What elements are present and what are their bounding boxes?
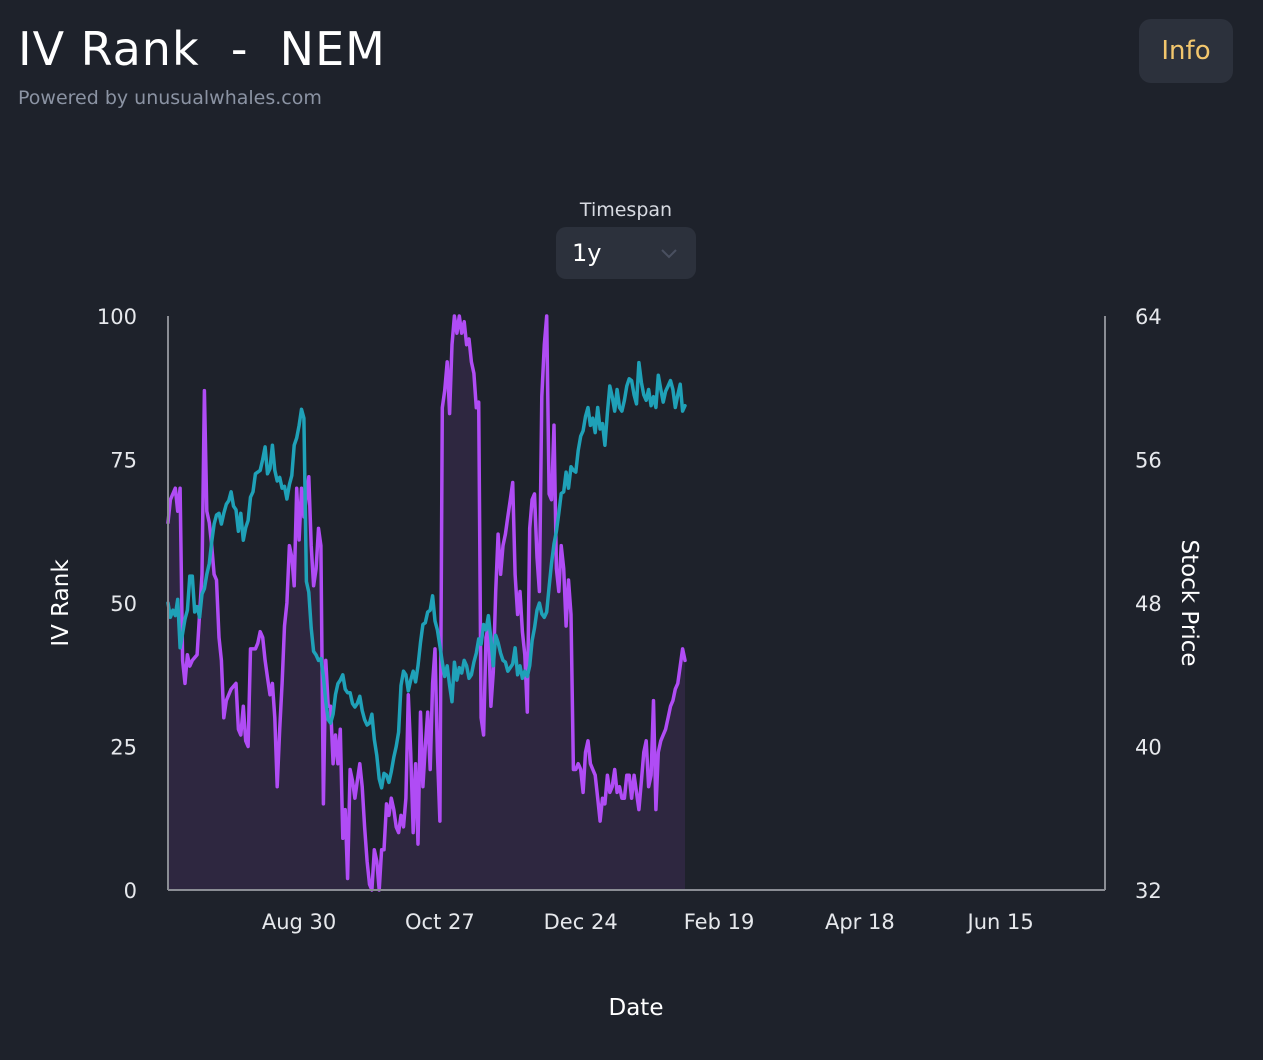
- y2-tick-label: 32: [1135, 879, 1162, 903]
- y-tick-label: 50: [110, 592, 137, 616]
- timespan-select[interactable]: 1y: [556, 227, 696, 279]
- x-tick-label: Jun 15: [966, 910, 1034, 934]
- stock-price-line: [166, 360, 687, 790]
- y-tick-label: 100: [97, 305, 137, 329]
- y2-tick-label: 48: [1135, 592, 1162, 616]
- info-button[interactable]: Info: [1139, 19, 1233, 83]
- plot-area: [166, 314, 687, 892]
- x-tick-label: Dec 24: [544, 910, 618, 934]
- chevron-down-icon: [660, 245, 678, 264]
- x-tick-label: Aug 30: [262, 910, 336, 934]
- y2-axis-title: Stock Price: [1176, 539, 1202, 666]
- y-tick-label: 75: [110, 449, 137, 473]
- y2-tick-label: 56: [1135, 449, 1162, 473]
- page-subtitle: Powered by unusualwhales.com: [18, 87, 322, 109]
- x-tick-label: Oct 27: [405, 910, 475, 934]
- timespan-value: 1y: [572, 239, 602, 267]
- page-title: IV Rank - NEM: [18, 22, 386, 76]
- timespan-label: Timespan: [579, 199, 673, 221]
- y-axis-title: IV Rank: [48, 559, 74, 647]
- x-tick-label: Feb 19: [684, 910, 755, 934]
- iv-rank-area: [168, 316, 685, 890]
- axes: 0 25 50 75 100 32 40 48 56 64 Aug 30 Oct 27 Dec 24 Fe…: [48, 305, 1202, 1021]
- x-axis-title: Date: [609, 995, 664, 1021]
- x-tick-label: Apr 18: [825, 910, 895, 934]
- y-tick-label: 25: [110, 736, 137, 760]
- y2-tick-label: 40: [1135, 736, 1162, 760]
- y2-tick-label: 64: [1135, 305, 1162, 329]
- iv-rank-line: [166, 314, 687, 892]
- y-tick-label: 0: [124, 879, 137, 903]
